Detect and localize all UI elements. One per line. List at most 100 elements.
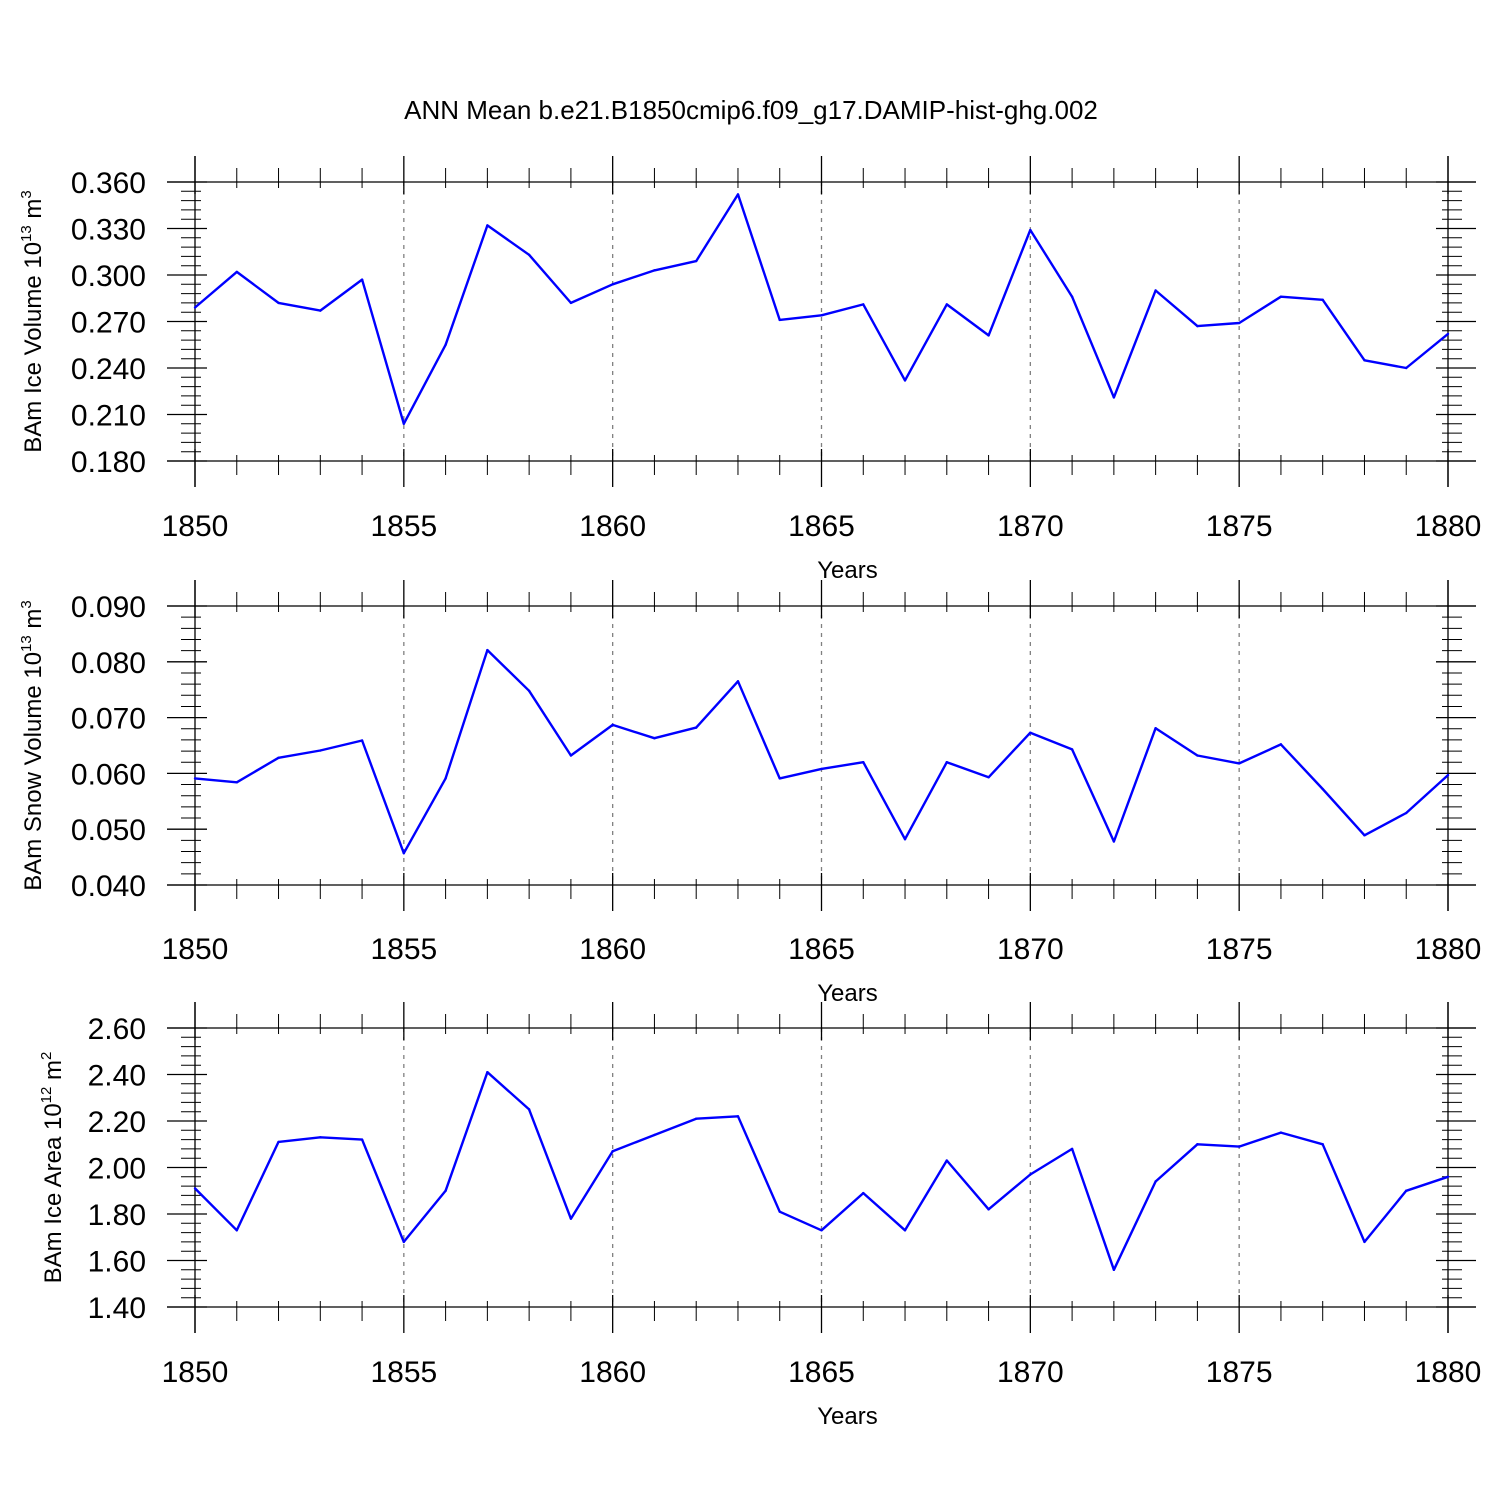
- data-point: [193, 777, 197, 780]
- x-tick-label: 1870: [997, 510, 1064, 543]
- data-point: [611, 283, 614, 286]
- data-point: [653, 1133, 656, 1137]
- data-point: [862, 761, 865, 764]
- data-point: [235, 270, 238, 274]
- x-tick-label: 1850: [162, 933, 229, 966]
- data-point: [1279, 1131, 1283, 1134]
- data-point: [862, 1191, 865, 1195]
- y-axis-label-unit: m: [20, 199, 47, 226]
- y-tick-label: 0.270: [71, 307, 146, 340]
- y-tick-label: 1.40: [88, 1292, 146, 1325]
- y-tick-label: 0.070: [71, 703, 146, 736]
- data-point: [945, 1159, 948, 1162]
- figure-title: ANN Mean b.e21.B1850cmip6.f09_g17.DAMIP-…: [404, 95, 1098, 125]
- data-point: [1363, 359, 1366, 362]
- data-point: [360, 278, 364, 281]
- data-point: [1112, 396, 1116, 399]
- data-point: [319, 309, 322, 312]
- y-tick-label: 0.050: [71, 814, 146, 847]
- data-point: [778, 1210, 781, 1213]
- data-point: [1029, 731, 1032, 734]
- x-axis-label: Years: [817, 557, 878, 584]
- x-tick-label: 1855: [370, 933, 437, 966]
- data-point: [569, 754, 573, 757]
- y-axis-label: BAm Snow Volume 1013 m3: [18, 600, 47, 891]
- data-point: [193, 306, 197, 309]
- y-axis-label: BAm Ice Area 1012 m2: [38, 1052, 67, 1284]
- data-point: [402, 422, 406, 425]
- data-point: [402, 1240, 406, 1244]
- x-tick-label: 1860: [579, 933, 646, 966]
- panel-2: 0.040 0.050 0.060 0.070 0.080 0.090 1850 1855 18…: [18, 580, 1481, 1007]
- data-point: [820, 1229, 823, 1232]
- data-point: [277, 301, 280, 305]
- data-point: [903, 379, 907, 382]
- data-point: [653, 737, 656, 740]
- y-tick-label: 0.090: [71, 591, 146, 624]
- data-point: [695, 726, 698, 729]
- data-point: [193, 1187, 197, 1190]
- x-tick-label: 1860: [579, 510, 646, 543]
- y-axis-label-text: BAm Snow Volume 10: [20, 652, 47, 891]
- data-point: [277, 756, 280, 759]
- x-tick-label: 1870: [997, 1356, 1064, 1389]
- y-axis-label-unit-exponent: 3: [18, 190, 35, 198]
- data-point: [527, 1108, 531, 1111]
- y-axis-label-exponent: 13: [18, 225, 35, 242]
- data-point: [903, 1229, 907, 1232]
- data-point: [1405, 1189, 1408, 1192]
- y-tick-label: 0.040: [71, 870, 146, 903]
- x-tick-label: 1870: [997, 933, 1064, 966]
- data-point: [527, 253, 531, 257]
- data-point: [1363, 1240, 1366, 1244]
- x-tick-label: 1855: [370, 1356, 437, 1389]
- data-point: [945, 761, 948, 764]
- data-point: [1321, 298, 1324, 301]
- data-point: [903, 838, 907, 841]
- data-point: [736, 680, 740, 683]
- data-point: [1405, 811, 1408, 815]
- data-point: [444, 1189, 447, 1192]
- data-point: [1321, 1143, 1324, 1146]
- data-point: [611, 723, 614, 727]
- data-point: [778, 777, 781, 780]
- data-point: [987, 334, 990, 337]
- data-point: [1279, 295, 1283, 298]
- data-point: [1279, 743, 1283, 746]
- y-tick-label: 1.80: [88, 1199, 146, 1232]
- y-axis-label-exponent: 12: [38, 1087, 55, 1104]
- x-axis-label: Years: [817, 1403, 878, 1430]
- data-point: [1112, 840, 1116, 843]
- data-point: [444, 343, 447, 346]
- y-tick-label: 0.240: [71, 353, 146, 386]
- data-point: [235, 781, 238, 784]
- y-tick-label: 2.00: [88, 1153, 146, 1186]
- data-point: [1029, 1173, 1032, 1176]
- data-point: [402, 851, 406, 855]
- data-point: [778, 318, 781, 322]
- x-tick-label: 1880: [1415, 933, 1482, 966]
- data-point: [611, 1150, 614, 1153]
- data-point: [1237, 1145, 1241, 1148]
- data-point: [1196, 324, 1199, 328]
- data-point: [1154, 289, 1157, 292]
- x-tick-label: 1865: [788, 510, 855, 543]
- x-tick-label: 1865: [788, 933, 855, 966]
- y-tick-label: 0.180: [71, 446, 146, 479]
- data-point: [1363, 834, 1366, 837]
- y-tick-label: 0.300: [71, 260, 146, 293]
- y-axis-label-exponent: 13: [18, 635, 35, 652]
- data-point: [569, 301, 573, 305]
- y-axis-label: BAm Ice Volume 1013 m3: [18, 190, 47, 452]
- data-point: [1196, 1143, 1199, 1146]
- data-point: [820, 767, 823, 771]
- y-tick-label: 0.360: [71, 167, 146, 200]
- data-point: [1237, 321, 1241, 325]
- x-tick-label: 1865: [788, 1356, 855, 1389]
- data-point: [695, 259, 698, 263]
- y-axis-label-unit-exponent: 3: [18, 600, 35, 608]
- data-point: [235, 1229, 238, 1232]
- data-point: [486, 224, 489, 227]
